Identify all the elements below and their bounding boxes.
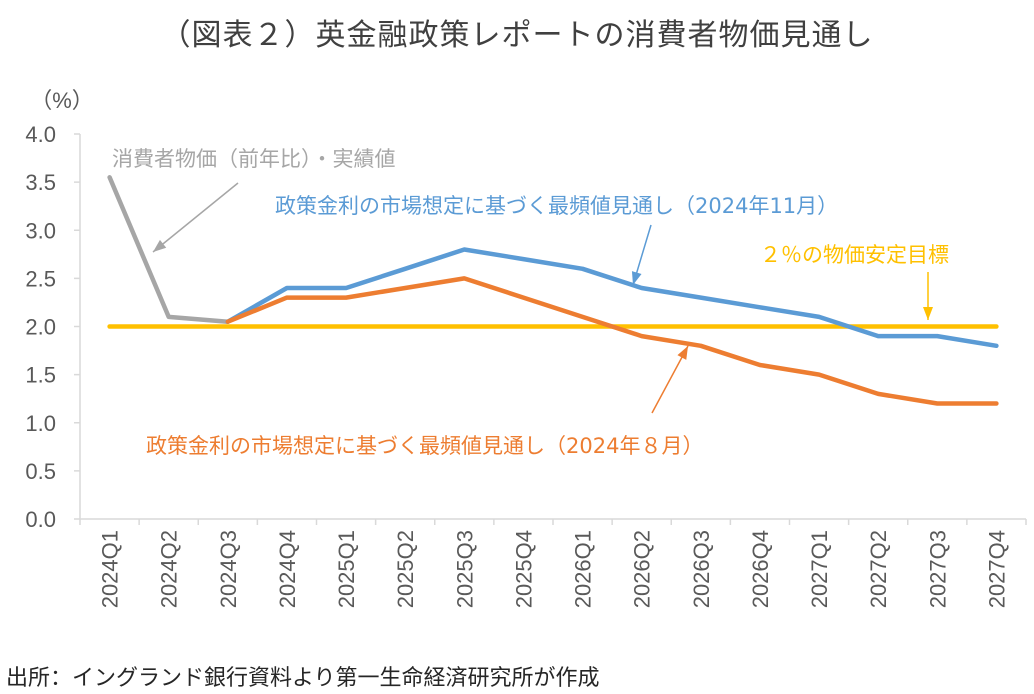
annotation-arrows xyxy=(152,182,933,414)
y-tick-label: 3.0 xyxy=(25,218,56,243)
series-label-4: ２％の物価安定目標 xyxy=(760,243,949,267)
y-tick-label: 2.5 xyxy=(25,266,56,291)
series-label-2: 政策金利の市場想定に基づく最頻値見通し（2024年11月） xyxy=(275,194,838,218)
y-tick-label: 2.0 xyxy=(25,315,56,340)
y-unit-label: （%） xyxy=(30,88,94,113)
x-tick-label: 2024Q4 xyxy=(275,530,300,608)
series-label-3: 政策金利の市場想定に基づく最頻値見通し（2024年８月） xyxy=(146,434,703,458)
series-layer xyxy=(107,175,999,406)
arrow-nov-head xyxy=(631,271,642,285)
x-tick-label: 2025Q4 xyxy=(511,530,536,608)
axes: （%） 0.0 0.5 1.0 1.5 2.0 2.5 3.0 3.5 4.0 2024Q1 2024… xyxy=(25,88,1027,608)
y-tick-label: 0.0 xyxy=(25,507,56,532)
x-tick-label: 2026Q3 xyxy=(689,530,714,608)
arrow-aug-head xyxy=(677,346,688,360)
y-tick-label: 0.5 xyxy=(25,459,56,484)
x-tick-label: 2024Q2 xyxy=(157,530,182,608)
x-tick-label: 2026Q2 xyxy=(630,530,655,608)
x-tick-label: 2027Q4 xyxy=(984,530,1009,608)
x-tick-label: 2027Q1 xyxy=(807,530,832,608)
series-label-1: 消費者物価（前年比）・実績値 xyxy=(112,147,396,171)
y-tick-label: 1.0 xyxy=(25,411,56,436)
x-tick-label: 2026Q4 xyxy=(748,530,773,608)
series-line-3 xyxy=(225,276,999,406)
y-tick-label: 1.5 xyxy=(25,363,56,388)
arrow-actual xyxy=(152,182,239,253)
x-tick-label: 2025Q2 xyxy=(393,530,418,608)
x-tick-label: 2025Q1 xyxy=(334,530,359,608)
chart-title: （図表２）英金融政策レポートの消費者物価見通し xyxy=(160,18,874,53)
source-note: 出所：イングランド銀行資料より第一生命経済研究所が作成 xyxy=(6,666,600,691)
x-tick-label: 2027Q3 xyxy=(925,530,950,608)
x-tick-label: 2024Q3 xyxy=(216,530,241,608)
x-tick-label: 2027Q2 xyxy=(866,530,891,608)
arrow-actual-head xyxy=(153,239,167,252)
x-tick-label: 2024Q1 xyxy=(98,530,123,608)
arrow-target-head xyxy=(923,307,933,320)
series-line-1 xyxy=(107,175,231,324)
x-tick-label: 2025Q3 xyxy=(452,530,477,608)
y-tick-label: 4.0 xyxy=(25,122,56,147)
y-tick-label: 3.5 xyxy=(25,170,56,195)
annotations: 消費者物価（前年比）・実績値政策金利の市場想定に基づく最頻値見通し（2024年1… xyxy=(112,147,949,458)
x-tick-label: 2026Q1 xyxy=(571,530,596,608)
series-line-2 xyxy=(225,247,999,349)
